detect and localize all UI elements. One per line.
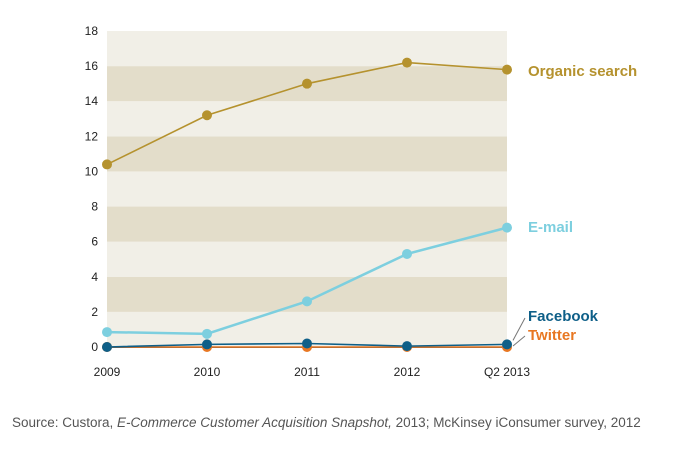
- grid-band: [107, 101, 507, 137]
- grid-band: [107, 171, 507, 207]
- source-suffix: 2013; McKinsey iConsumer survey, 2012: [391, 415, 641, 430]
- data-point: [202, 110, 212, 121]
- x-axis-ticks: 2009 2010 2011 2012 Q2 2013: [94, 365, 531, 379]
- data-point: [102, 327, 112, 338]
- y-tick-label: 14: [85, 94, 99, 108]
- data-point: [402, 341, 412, 352]
- data-point: [402, 57, 412, 68]
- data-point: [502, 339, 512, 350]
- y-tick-label: 4: [91, 270, 98, 284]
- x-tick-label: 2009: [94, 365, 121, 379]
- y-tick-label: 12: [85, 129, 99, 143]
- source-title: E-Commerce Customer Acquisition Snapshot…: [117, 415, 392, 430]
- y-tick-label: 6: [91, 235, 98, 249]
- data-point: [502, 222, 512, 233]
- grid-band: [107, 276, 507, 312]
- source-prefix: Source: Custora,: [12, 415, 118, 430]
- y-tick-label: 16: [85, 59, 99, 73]
- source-note: Source: Custora, E-Commerce Customer Acq…: [12, 414, 652, 432]
- y-tick-label: 8: [91, 200, 98, 214]
- series-label: E-mail: [528, 219, 573, 236]
- twitter-leader-line: [512, 335, 526, 347]
- x-tick-label: Q2 2013: [484, 365, 530, 379]
- x-tick-label: 2011: [294, 365, 320, 379]
- y-tick-label: 0: [91, 340, 98, 354]
- grid-band: [107, 206, 507, 242]
- data-point: [502, 64, 512, 75]
- data-point: [402, 248, 412, 259]
- grid-band: [107, 31, 507, 67]
- y-tick-label: 10: [85, 164, 99, 178]
- grid-band: [107, 136, 507, 172]
- series-labels: Organic search E-mail Facebook Twitter: [512, 63, 637, 347]
- data-point: [202, 328, 212, 339]
- facebook-leader-line: [512, 317, 526, 341]
- grid-bands: [107, 31, 507, 347]
- data-point: [102, 159, 112, 170]
- data-point: [302, 296, 312, 307]
- series-label: Organic search: [528, 63, 637, 80]
- series-label: Facebook: [528, 308, 599, 325]
- grid-band: [107, 241, 507, 277]
- data-point: [302, 338, 312, 349]
- series-label: Twitter: [528, 327, 576, 344]
- data-point: [102, 342, 112, 352]
- data-point: [302, 78, 312, 89]
- y-tick-label: 18: [85, 24, 99, 38]
- data-point: [202, 339, 212, 350]
- y-tick-label: 2: [91, 305, 98, 319]
- series-points: [102, 57, 512, 352]
- x-tick-label: 2010: [194, 365, 221, 379]
- y-axis-ticks: 0 2 4 6 8 10 12 14 16 18: [85, 24, 99, 354]
- x-tick-label: 2012: [394, 365, 421, 379]
